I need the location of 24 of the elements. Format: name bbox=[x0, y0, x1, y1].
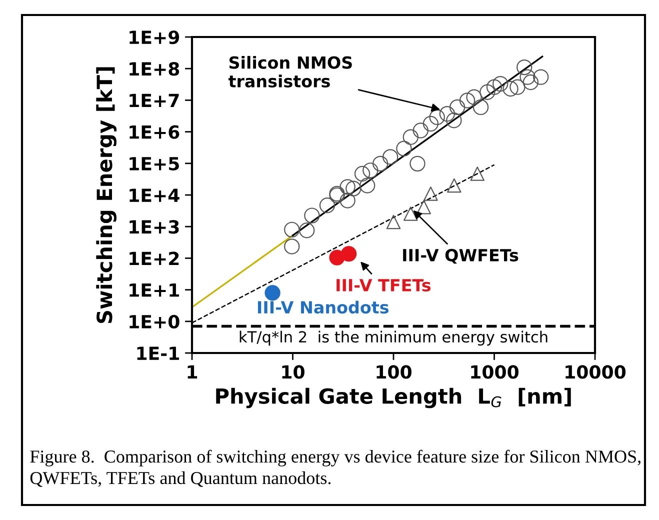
caption: Figure 8. Comparison of switching energy vs device feature size for Silicon NMOS, QWFETs, TFETs and Quantum nanodots. bbox=[30, 450, 640, 487]
x-tick-label: 10000 bbox=[566, 365, 626, 379]
y-tick-label: 1E+8 bbox=[130, 62, 180, 76]
text: Physical Gate Length L$_{G}$ [nm] bbox=[216, 388, 571, 408]
y-tick-label: 1E+5 bbox=[130, 157, 179, 171]
y-tick-label: 1E+7 bbox=[130, 94, 179, 108]
ref-line-label: kT/q*ln 2 is the minimum energy switch bbox=[240, 330, 548, 346]
y-tick-label: 1E+4 bbox=[130, 188, 180, 202]
x-tick-label: 10 bbox=[282, 365, 304, 379]
x-tick-label: 100 bbox=[376, 365, 412, 379]
annotation: III-V Nanodots bbox=[258, 300, 388, 314]
y-tick-label: 1E+2 bbox=[130, 252, 179, 266]
x-tick-label: 1000 bbox=[471, 365, 519, 379]
annotation: III-V TFETs bbox=[336, 279, 431, 292]
annotation: III-V QWFETs bbox=[403, 248, 518, 264]
y-tick-label: 1E-1 bbox=[137, 346, 179, 360]
y-tick-label: 1E+0 bbox=[130, 314, 180, 329]
y-axis-title: Switching Energy [kT] bbox=[96, 67, 116, 323]
y-tick-label: 1E+9 bbox=[130, 30, 180, 44]
y-tick-label: 1E+3 bbox=[130, 220, 179, 234]
y-tick-label: 1E+1 bbox=[130, 283, 179, 297]
x-tick-label: 1 bbox=[188, 365, 198, 379]
annotation: Silicon NMOS transistors bbox=[228, 56, 352, 88]
y-tick-label: 1E+6 bbox=[130, 125, 180, 139]
